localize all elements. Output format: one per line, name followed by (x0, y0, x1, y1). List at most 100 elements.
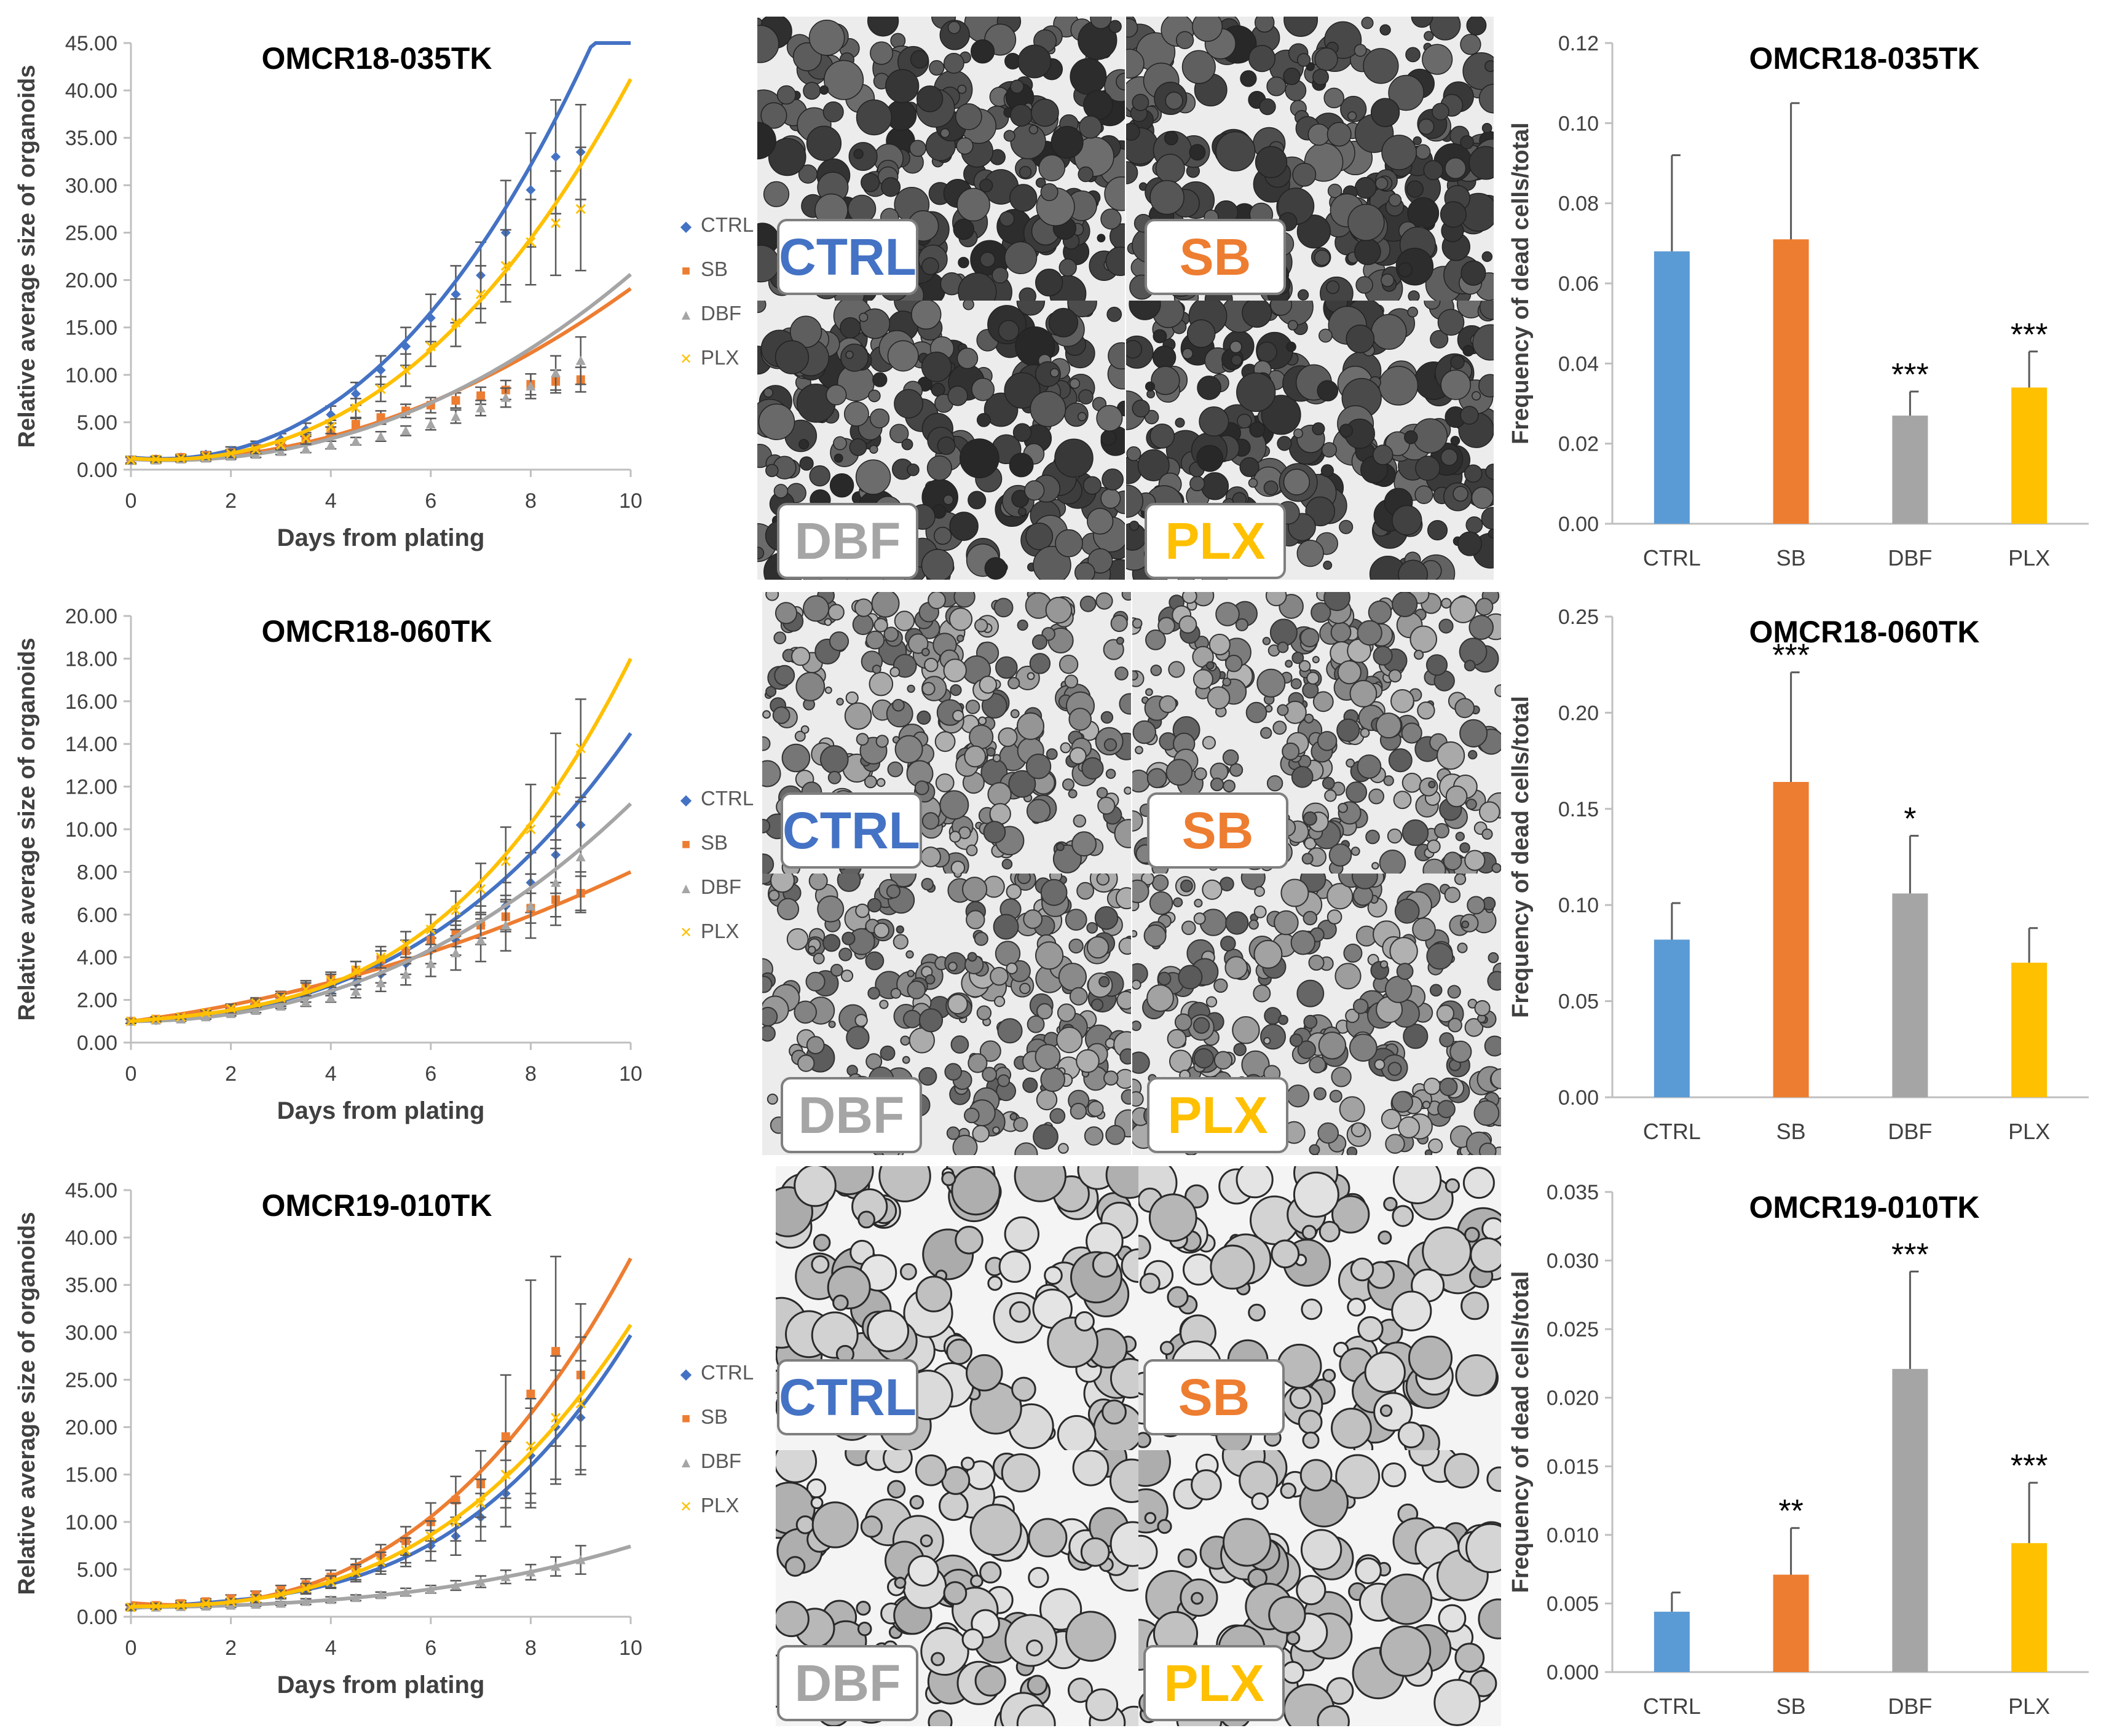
organoid (1104, 176, 1125, 211)
organoid (1086, 936, 1110, 959)
organoid (1141, 874, 1155, 886)
organoid (1095, 592, 1113, 610)
y-tick-label: 20.00 (65, 605, 117, 628)
organoid (1051, 125, 1084, 159)
organoid (822, 934, 841, 952)
organoid (1205, 661, 1215, 670)
organoid (887, 340, 919, 372)
organoid (1124, 786, 1131, 795)
organoid (1229, 341, 1242, 353)
organoid (1082, 476, 1102, 495)
organoid (800, 725, 810, 734)
organoid (968, 1053, 988, 1073)
organoid (1465, 799, 1477, 810)
organoid (1155, 154, 1185, 184)
y-axis-label: Frequency of dead cells/total (1508, 696, 1534, 1018)
data-point (551, 1561, 561, 1571)
organoid (1464, 1226, 1480, 1243)
x-tick-label: 0 (125, 1062, 137, 1086)
y-tick-label: 14.00 (65, 733, 117, 756)
organoid (1149, 891, 1173, 915)
organoid (1137, 449, 1170, 481)
organoid-field (776, 1166, 1138, 1450)
organoid (961, 1456, 975, 1471)
organoid (1105, 1125, 1125, 1145)
organoid (979, 1040, 1001, 1062)
organoid (1413, 136, 1422, 146)
x-tick-label: SB (1776, 1694, 1806, 1719)
x-tick-label: 10 (619, 1636, 642, 1660)
organoid (1346, 781, 1368, 803)
organoid (1249, 421, 1266, 438)
organoid (1189, 144, 1206, 161)
organoid (765, 464, 779, 478)
data-point (251, 444, 261, 455)
organoid (1405, 47, 1421, 63)
organoid (924, 974, 936, 985)
organoid (921, 647, 930, 657)
organoid (1388, 748, 1413, 773)
organoid (1031, 634, 1048, 650)
x-tick-label: 8 (525, 1062, 537, 1086)
trend-line (130, 41, 631, 461)
data-point (451, 905, 461, 915)
data-point (326, 440, 336, 449)
data-point (476, 289, 486, 299)
organoid (1423, 1078, 1441, 1095)
organoid (1296, 539, 1324, 567)
organoid (1008, 770, 1036, 798)
organoid (776, 1450, 818, 1483)
organoid (1038, 154, 1066, 182)
legend-marker-plx: ✕ (680, 351, 692, 368)
organoid (958, 256, 969, 269)
data-point (451, 1580, 461, 1590)
organoid (886, 884, 901, 899)
organoid (1116, 73, 1125, 91)
organoid (1331, 1195, 1370, 1234)
organoid (1296, 1575, 1327, 1606)
data-point (551, 368, 561, 377)
organoid (937, 436, 956, 456)
organoid (1248, 45, 1276, 73)
organoid (987, 782, 1012, 807)
bar-chart-1: 0.00 0.02 0.04 0.06 0.08 0.10 0.12 Frequency of… (1508, 32, 2089, 570)
organoid (1271, 1239, 1300, 1269)
organoid (907, 969, 915, 977)
organoid (1040, 183, 1058, 202)
organoid (1457, 942, 1468, 953)
legend-item-plx: PLX (701, 346, 739, 369)
organoid (1054, 438, 1094, 478)
organoid (1181, 920, 1196, 936)
organoid (1213, 978, 1228, 993)
organoid (1415, 456, 1441, 481)
organoid (1336, 718, 1360, 742)
organoid (1263, 1037, 1271, 1045)
organoid (1462, 1167, 1495, 1199)
data-point (575, 1398, 586, 1409)
organoid (1468, 615, 1494, 640)
organoid (1144, 409, 1159, 425)
organoid (854, 598, 873, 617)
organoid (1397, 1421, 1425, 1449)
organoid (901, 438, 913, 451)
data-point (526, 237, 536, 247)
organoid (1132, 1091, 1144, 1107)
organoid (1132, 879, 1149, 904)
organoid (840, 317, 861, 339)
organoid (1355, 1557, 1382, 1585)
organoid (1049, 307, 1079, 337)
organoid (1289, 1387, 1312, 1410)
organoid (887, 1480, 906, 1499)
image-label-plx: PLX (1143, 1645, 1285, 1721)
organoid (1440, 448, 1458, 466)
organoid (1181, 348, 1194, 360)
organoid (838, 947, 853, 961)
organoid (1074, 1311, 1095, 1332)
y-tick-label: 0.12 (1558, 32, 1599, 55)
organoid (1373, 1392, 1413, 1432)
organoid (1479, 801, 1500, 823)
organoid (1225, 911, 1249, 935)
organoid (1067, 1678, 1094, 1703)
organoid (1319, 328, 1333, 343)
